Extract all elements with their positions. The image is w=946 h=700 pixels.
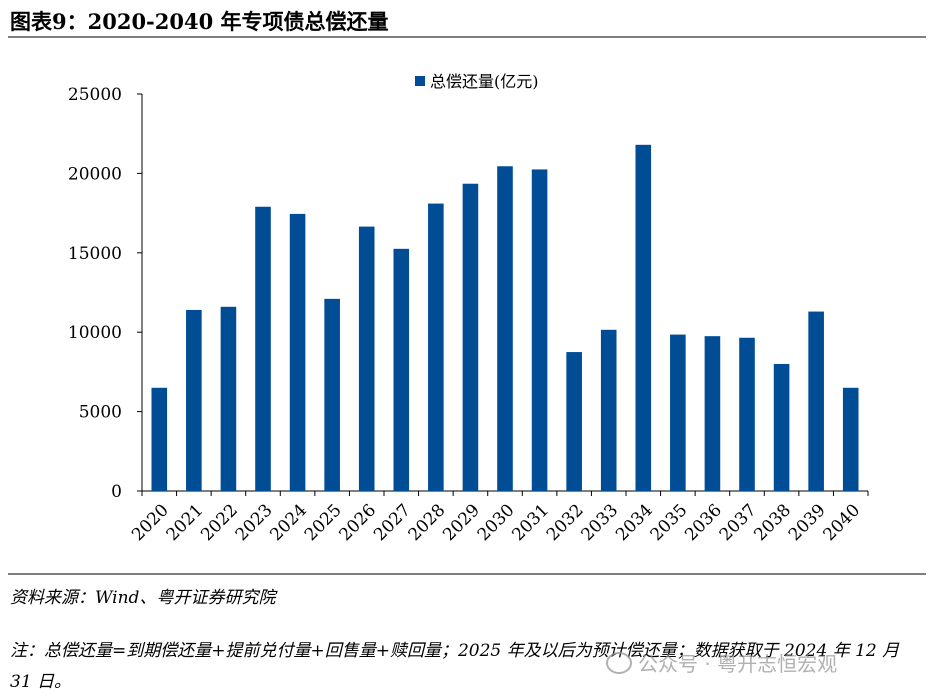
x-tick-label: 2035 — [647, 500, 692, 545]
bar-2024 — [289, 213, 306, 492]
bar-2037 — [739, 337, 755, 491]
bar-2020 — [151, 387, 168, 491]
x-axis: 2020202120222023202420252026202720282029… — [128, 490, 869, 545]
bar-2029 — [462, 183, 479, 492]
watermark-text: 公众号 · 粤开志恒宏观 — [638, 652, 838, 676]
bar-2040 — [842, 387, 859, 491]
bar-2036 — [704, 336, 721, 491]
bar-2023 — [255, 206, 271, 492]
bar-2025 — [324, 298, 340, 491]
bottom-divider — [8, 573, 926, 575]
bar-2027 — [393, 248, 410, 491]
watermark: 公众号 · 粤开志恒宏观 — [606, 648, 837, 677]
x-tick-label: 2040 — [820, 500, 865, 545]
source-note: 资料来源：Wind、粤开证券研究院 — [10, 588, 276, 608]
bar-2032 — [566, 352, 582, 491]
bar-2033 — [600, 329, 617, 491]
bar-2035 — [670, 334, 686, 491]
figure-title: 图表9：2020-2040 年专项债总偿还量 — [10, 9, 389, 34]
y-tick-label: 20000 — [68, 164, 122, 184]
x-tick-label: 2036 — [681, 500, 726, 545]
x-tick-label: 2038 — [750, 500, 795, 545]
chart-legend: 总偿还量(亿元) — [415, 72, 539, 91]
y-tick-label: 10000 — [68, 323, 122, 343]
footnote: 注：总偿还量=到期偿还量+提前兑付量+回售量+赎回量；2025 年及以后为预计偿… — [10, 641, 900, 692]
x-tick-label: 2029 — [439, 500, 484, 545]
x-tick-label: 2037 — [716, 500, 761, 545]
y-tick-label: 0 — [111, 482, 122, 502]
bar-2030 — [497, 166, 513, 491]
bar-2038 — [773, 363, 790, 491]
x-tick-label: 2028 — [405, 500, 450, 545]
bar-series — [151, 144, 859, 492]
legend-label: 总偿还量(亿元) — [430, 72, 539, 91]
legend-swatch — [415, 76, 425, 86]
y-tick-label: 25000 — [68, 85, 122, 105]
wechat-icon — [606, 652, 632, 674]
x-tick-label: 2034 — [612, 500, 657, 545]
bar-2028 — [428, 203, 444, 491]
x-tick-label: 2033 — [578, 500, 623, 545]
x-tick-label: 2039 — [785, 500, 830, 545]
bar-2021 — [186, 309, 202, 491]
bar-2039 — [808, 311, 824, 491]
y-tick-label: 5000 — [79, 403, 122, 423]
bar-2034 — [635, 144, 652, 492]
x-tick-label: 2023 — [232, 500, 277, 545]
x-tick-label: 2020 — [128, 500, 173, 545]
y-tick-label: 15000 — [68, 244, 122, 264]
x-tick-label: 2026 — [336, 500, 381, 545]
y-axis: 0 5000 10000 15000 20000 25000 — [68, 85, 143, 502]
top-divider — [8, 36, 926, 38]
x-tick-label: 2031 — [508, 500, 553, 545]
bar-2031 — [531, 169, 548, 491]
x-tick-label: 2027 — [370, 500, 415, 545]
bar-2026 — [358, 226, 375, 491]
bar-2022 — [220, 306, 237, 491]
x-tick-label: 2024 — [266, 500, 311, 545]
x-tick-label: 2021 — [163, 500, 208, 545]
x-tick-label: 2032 — [543, 500, 588, 545]
x-tick-label: 2022 — [197, 500, 242, 545]
x-tick-label: 2030 — [474, 500, 519, 545]
x-tick-label: 2025 — [301, 500, 346, 545]
